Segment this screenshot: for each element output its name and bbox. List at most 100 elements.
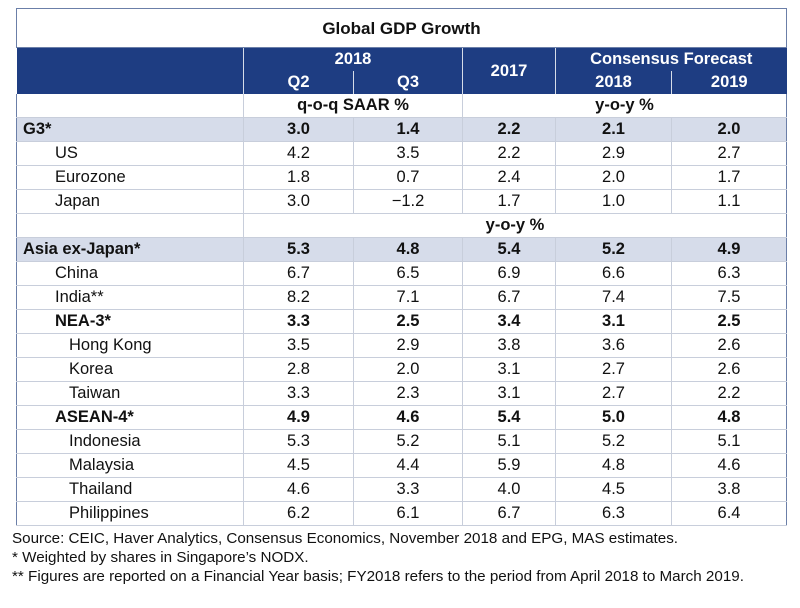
cell-value: 4.8 [353, 237, 463, 262]
cell-value: 6.7 [243, 261, 354, 286]
cell-value: 5.2 [555, 237, 672, 262]
cell-value: 3.8 [462, 333, 556, 358]
cell-value: 3.1 [555, 309, 672, 334]
cell-value: 6.7 [462, 501, 556, 526]
cell-value: 5.4 [462, 405, 556, 430]
table-row: India** 8.2 7.1 6.7 7.4 7.5 [16, 285, 787, 310]
cell-value: 2.7 [671, 141, 787, 166]
cell-value: 8.2 [243, 285, 354, 310]
table-row: US 4.2 3.5 2.2 2.9 2.7 [16, 141, 787, 166]
unit-row-blank-2 [16, 213, 244, 238]
table-row: Taiwan 3.3 2.3 3.1 2.7 2.2 [16, 381, 787, 406]
header-forecast-2019: 2019 [671, 71, 787, 94]
row-label: Japan [16, 189, 244, 214]
table-row: Eurozone 1.8 0.7 2.4 2.0 1.7 [16, 165, 787, 190]
header-q3: Q3 [353, 71, 463, 94]
cell-value: 2.6 [671, 333, 787, 358]
cell-value: 4.8 [671, 405, 787, 430]
footnotes: Source: CEIC, Haver Analytics, Consensus… [12, 529, 796, 586]
cell-value: −1.2 [353, 189, 463, 214]
cell-value: 3.6 [555, 333, 672, 358]
unit-row-blank [16, 94, 244, 118]
row-label: US [16, 141, 244, 166]
cell-value: 2.2 [462, 141, 556, 166]
g3-section: G3* 3.0 1.4 2.2 2.1 2.0 US 4.2 3.5 2.2 2.9 2.7 Euroz… [16, 117, 787, 214]
cell-value: 2.0 [555, 165, 672, 190]
cell-value: 1.1 [671, 189, 787, 214]
table-row: NEA-3* 3.3 2.5 3.4 3.1 2.5 [16, 309, 787, 334]
source-note: Source: CEIC, Haver Analytics, Consensus… [12, 530, 679, 547]
cell-value: 5.9 [462, 453, 556, 478]
cell-value: 5.4 [462, 237, 556, 262]
cell-value: 4.6 [671, 453, 787, 478]
cell-value: 4.9 [243, 405, 354, 430]
table-row: Hong Kong 3.5 2.9 3.8 3.6 2.6 [16, 333, 787, 358]
gdp-growth-table: Global GDP Growth 2018 2017 Consensus Fo… [16, 8, 787, 526]
table-title: Global GDP Growth [16, 8, 787, 48]
cell-value: 1.8 [243, 165, 354, 190]
cell-value: 3.8 [671, 477, 787, 502]
cell-value: 2.3 [353, 381, 463, 406]
cell-value: 6.1 [353, 501, 463, 526]
unit-yoy-label-2: y-o-y % [243, 213, 787, 238]
table-row: Asia ex-Japan* 5.3 4.8 5.4 5.2 4.9 [16, 237, 787, 262]
cell-value: 7.1 [353, 285, 463, 310]
cell-value: 6.7 [462, 285, 556, 310]
table-row: ASEAN-4* 4.9 4.6 5.4 5.0 4.8 [16, 405, 787, 430]
header-2017: 2017 [462, 47, 556, 94]
cell-value: 2.9 [353, 333, 463, 358]
header-consensus-forecast: Consensus Forecast [555, 47, 787, 71]
row-label: Asia ex-Japan* [16, 237, 244, 262]
row-label: China [16, 261, 244, 286]
cell-value: 4.5 [555, 477, 672, 502]
cell-value: 2.0 [671, 117, 787, 142]
cell-value: 6.4 [671, 501, 787, 526]
cell-value: 2.0 [353, 357, 463, 382]
cell-value: 5.1 [671, 429, 787, 454]
cell-value: 5.2 [353, 429, 463, 454]
cell-value: 2.7 [555, 381, 672, 406]
cell-value: 4.4 [353, 453, 463, 478]
cell-value: 0.7 [353, 165, 463, 190]
row-label: ASEAN-4* [16, 405, 244, 430]
cell-value: 6.2 [243, 501, 354, 526]
header-q2: Q2 [243, 71, 354, 94]
cell-value: 2.5 [671, 309, 787, 334]
cell-value: 6.6 [555, 261, 672, 286]
table-row: Thailand 4.6 3.3 4.0 4.5 3.8 [16, 477, 787, 502]
cell-value: 7.4 [555, 285, 672, 310]
cell-value: 5.3 [243, 429, 354, 454]
row-label: Philippines [16, 501, 244, 526]
cell-value: 2.7 [555, 357, 672, 382]
header-blank [16, 47, 244, 94]
footnote-fiscal-year: ** Figures are reported on a Financial Y… [12, 568, 744, 585]
unit-yoy-label: y-o-y % [462, 94, 787, 118]
row-label: Thailand [16, 477, 244, 502]
cell-value: 6.5 [353, 261, 463, 286]
cell-value: 4.6 [353, 405, 463, 430]
cell-value: 2.2 [462, 117, 556, 142]
cell-value: 2.9 [555, 141, 672, 166]
header-group-2018: 2018 [243, 47, 463, 71]
cell-value: 5.1 [462, 429, 556, 454]
table-row: China 6.7 6.5 6.9 6.6 6.3 [16, 261, 787, 286]
cell-value: 3.0 [243, 189, 354, 214]
row-label: NEA-3* [16, 309, 244, 334]
cell-value: 2.4 [462, 165, 556, 190]
cell-value: 1.7 [671, 165, 787, 190]
asia-section: Asia ex-Japan* 5.3 4.8 5.4 5.2 4.9 China 6.7 6.5… [16, 237, 787, 526]
cell-value: 1.4 [353, 117, 463, 142]
cell-value: 4.6 [243, 477, 354, 502]
cell-value: 6.9 [462, 261, 556, 286]
table-row: Indonesia 5.3 5.2 5.1 5.2 5.1 [16, 429, 787, 454]
cell-value: 3.1 [462, 381, 556, 406]
footnote-weighted: * Weighted by shares in Singapore’s NODX… [12, 549, 309, 566]
cell-value: 1.7 [462, 189, 556, 214]
cell-value: 2.8 [243, 357, 354, 382]
table-row: Japan 3.0 −1.2 1.7 1.0 1.1 [16, 189, 787, 214]
table-row: Korea 2.8 2.0 3.1 2.7 2.6 [16, 357, 787, 382]
cell-value: 3.1 [462, 357, 556, 382]
cell-value: 3.5 [243, 333, 354, 358]
table-row: Malaysia 4.5 4.4 5.9 4.8 4.6 [16, 453, 787, 478]
cell-value: 5.0 [555, 405, 672, 430]
